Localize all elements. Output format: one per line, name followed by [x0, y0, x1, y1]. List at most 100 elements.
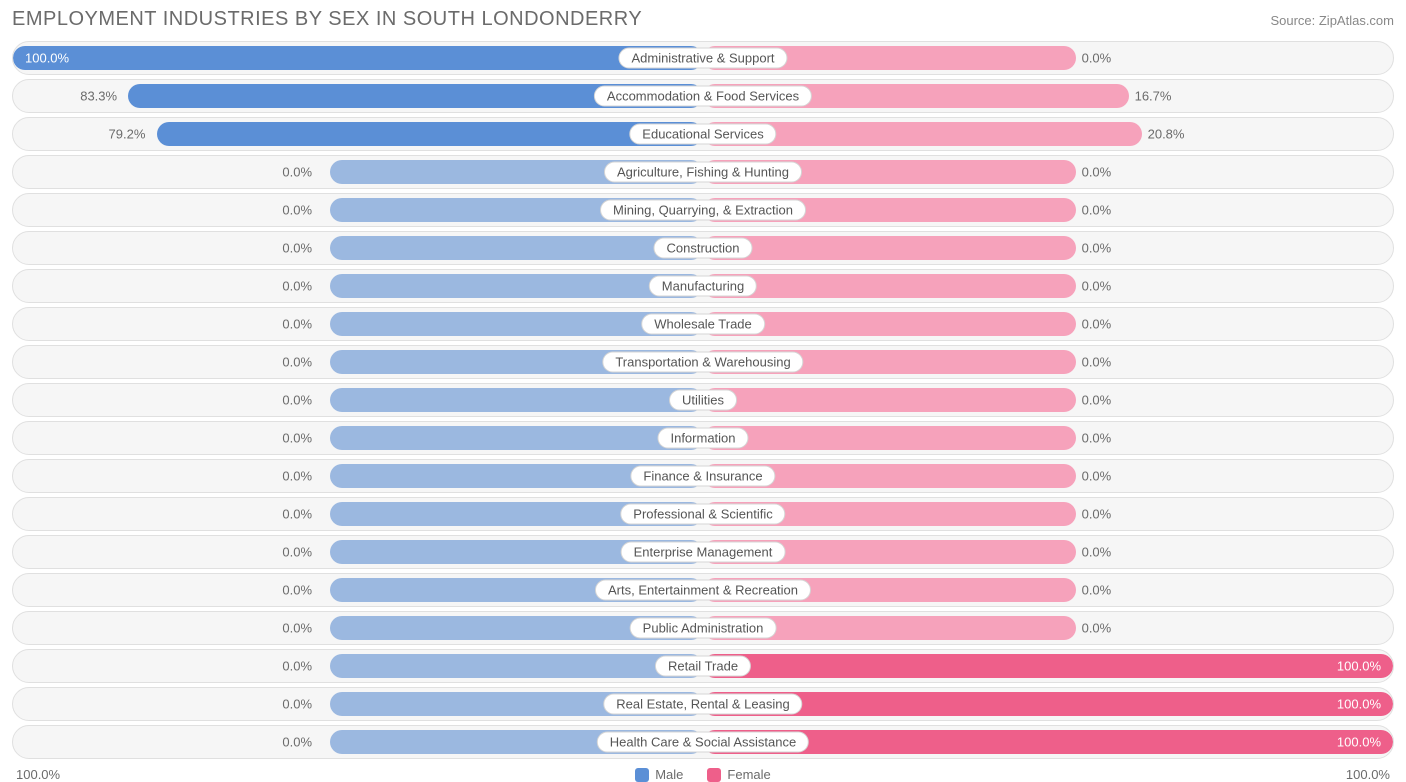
row-label: Educational Services	[629, 124, 776, 145]
row-label: Retail Trade	[655, 656, 751, 677]
female-pct-label: 100.0%	[1337, 735, 1381, 750]
male-pct-label: 0.0%	[282, 241, 312, 256]
row-label-wrap: Agriculture, Fishing & Hunting	[604, 162, 802, 183]
source-attribution: Source: ZipAtlas.com	[1270, 13, 1394, 28]
chart-row: Manufacturing0.0%0.0%	[12, 269, 1394, 303]
row-label-wrap: Retail Trade	[655, 656, 751, 677]
chart-row: Information0.0%0.0%	[12, 421, 1394, 455]
male-pct-label: 0.0%	[282, 659, 312, 674]
male-pct-label: 100.0%	[25, 51, 69, 66]
male-bar	[330, 388, 703, 412]
row-label: Agriculture, Fishing & Hunting	[604, 162, 802, 183]
row-label: Finance & Insurance	[630, 466, 775, 487]
chart-row: Enterprise Management 0.0% 0.0%	[12, 535, 1394, 569]
chart-row: Administrative & Support 100.0% 0.0%	[12, 41, 1394, 75]
female-pct-label: 0.0%	[1082, 507, 1112, 522]
female-swatch-icon	[707, 768, 721, 782]
header: EMPLOYMENT INDUSTRIES BY SEX IN SOUTH LO…	[12, 8, 1394, 31]
chart-title: EMPLOYMENT INDUSTRIES BY SEX IN SOUTH LO…	[12, 8, 642, 31]
male-pct-label: 0.0%	[282, 393, 312, 408]
chart-row: Wholesale Trade 0.0% 0.0%	[12, 307, 1394, 341]
chart-footer: 100.0% Male Female 100.0%	[12, 767, 1394, 782]
male-pct-label: 0.0%	[282, 317, 312, 332]
male-pct-label: 0.0%	[282, 469, 312, 484]
row-label: Accommodation & Food Services	[594, 86, 812, 107]
female-bar	[703, 274, 1076, 298]
row-label: Transportation & Warehousing	[602, 352, 803, 373]
female-pct-label: 0.0%	[1082, 203, 1112, 218]
row-label-wrap: Utilities	[669, 390, 737, 411]
female-pct-label: 16.7%	[1135, 89, 1172, 104]
row-label: Utilities	[669, 390, 737, 411]
female-pct-label: 0.0%	[1082, 279, 1112, 294]
row-label-wrap: Educational Services	[629, 124, 776, 145]
chart-row: Accommodation & Food Services 83.3% 16.7%	[12, 79, 1394, 113]
row-label-wrap: Health Care & Social Assistance	[597, 732, 809, 753]
chart-row: Agriculture, Fishing & Hunting0.0%0.0%	[12, 155, 1394, 189]
female-pct-label: 0.0%	[1082, 469, 1112, 484]
male-bar	[13, 46, 703, 70]
row-label: Construction	[654, 238, 753, 259]
female-pct-label: 0.0%	[1082, 431, 1112, 446]
male-pct-label: 0.0%	[282, 545, 312, 560]
chart-rows-container: Administrative & Support 100.0% 0.0% Accomm…	[12, 41, 1394, 759]
row-label-wrap: Real Estate, Rental & Leasing	[603, 694, 802, 715]
row-label-wrap: Administrative & Support	[618, 48, 787, 69]
row-label: Administrative & Support	[618, 48, 787, 69]
row-label-wrap: Accommodation & Food Services	[594, 86, 812, 107]
row-label: Health Care & Social Assistance	[597, 732, 809, 753]
row-label-wrap: Finance & Insurance	[630, 466, 775, 487]
row-label: Arts, Entertainment & Recreation	[595, 580, 811, 601]
female-bar	[703, 236, 1076, 260]
male-pct-label: 83.3%	[80, 89, 117, 104]
row-label-wrap: Arts, Entertainment & Recreation	[595, 580, 811, 601]
chart-row: Retail Trade 0.0% 100.0%	[12, 649, 1394, 683]
row-label-wrap: Professional & Scientific	[620, 504, 785, 525]
chart-row: Transportation & Warehousing 0.0% 0.0%	[12, 345, 1394, 379]
female-pct-label: 0.0%	[1082, 355, 1112, 370]
row-label: Manufacturing	[649, 276, 757, 297]
row-label: Mining, Quarrying, & Extraction	[600, 200, 806, 221]
female-pct-label: 0.0%	[1082, 51, 1112, 66]
chart-row: Real Estate, Rental & Leasing 0.0% 100.0%	[12, 687, 1394, 721]
chart-row: Utilities0.0%0.0%	[12, 383, 1394, 417]
female-bar	[703, 654, 1393, 678]
legend-label-male: Male	[655, 767, 683, 782]
female-pct-label: 0.0%	[1082, 317, 1112, 332]
axis-right-label: 100.0%	[1346, 767, 1390, 782]
row-label-wrap: Wholesale Trade	[641, 314, 765, 335]
female-bar	[703, 426, 1076, 450]
axis-left-label: 100.0%	[16, 767, 60, 782]
row-label-wrap: Information	[657, 428, 748, 449]
chart-row: Health Care & Social Assistance 0.0% 100.0…	[12, 725, 1394, 759]
male-pct-label: 0.0%	[282, 583, 312, 598]
female-pct-label: 100.0%	[1337, 697, 1381, 712]
female-pct-label: 0.0%	[1082, 583, 1112, 598]
chart-row: Mining, Quarrying, & Extraction0.0%0.0%	[12, 193, 1394, 227]
source-label: Source:	[1270, 13, 1318, 28]
row-label-wrap: Manufacturing	[649, 276, 757, 297]
row-label: Professional & Scientific	[620, 504, 785, 525]
female-pct-label: 100.0%	[1337, 659, 1381, 674]
legend-item-male: Male	[635, 767, 683, 782]
row-label-wrap: Enterprise Management	[621, 542, 786, 563]
male-bar	[330, 236, 703, 260]
male-pct-label: 0.0%	[282, 697, 312, 712]
row-label: Real Estate, Rental & Leasing	[603, 694, 802, 715]
male-pct-label: 79.2%	[109, 127, 146, 142]
chart-row: Public Administration0.0%0.0%	[12, 611, 1394, 645]
chart-row: Construction 0.0% 0.0%	[12, 231, 1394, 265]
female-pct-label: 0.0%	[1082, 241, 1112, 256]
chart-row: Arts, Entertainment & Recreation 0.0% 0.0%	[12, 573, 1394, 607]
male-pct-label: 0.0%	[282, 735, 312, 750]
male-pct-label: 0.0%	[282, 355, 312, 370]
female-pct-label: 0.0%	[1082, 621, 1112, 636]
male-pct-label: 0.0%	[282, 621, 312, 636]
male-bar	[330, 274, 703, 298]
row-label: Enterprise Management	[621, 542, 786, 563]
male-pct-label: 0.0%	[282, 507, 312, 522]
source-name: ZipAtlas.com	[1319, 13, 1394, 28]
chart-row: Professional & Scientific 0.0% 0.0%	[12, 497, 1394, 531]
female-pct-label: 0.0%	[1082, 545, 1112, 560]
male-bar	[157, 122, 703, 146]
